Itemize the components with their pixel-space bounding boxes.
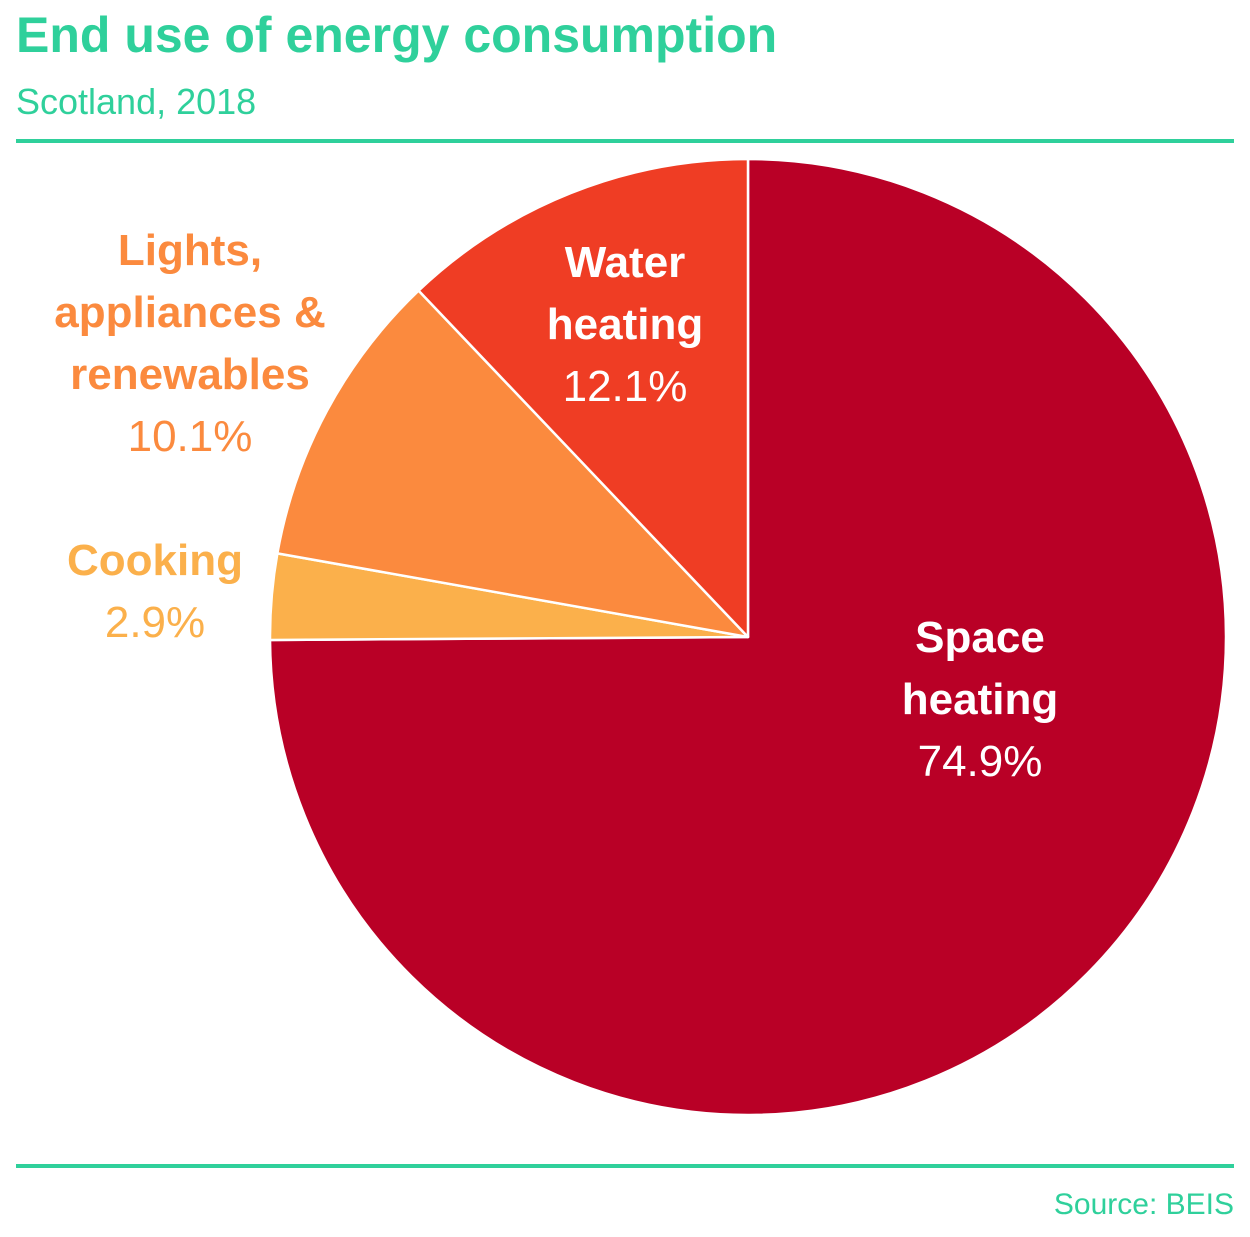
pie-slices — [268, 157, 1228, 1117]
slice-label-cooking: Cooking 2.9% — [67, 536, 243, 647]
slice-name-line: Water — [565, 238, 686, 287]
slice-value-label: 2.9% — [105, 598, 205, 647]
pie-slice-space-heating — [268, 157, 1228, 1117]
pie-labels: Space heating 74.9% Cooking 2.9% Lights, appli… — [54, 226, 1058, 786]
bottom-divider — [16, 1164, 1234, 1168]
source-note: Source: BEIS — [1053, 1188, 1234, 1221]
pie-slice-water-heating — [417, 157, 750, 639]
slice-value-label: 10.1% — [128, 412, 253, 461]
slice-label-water-heating: Water heating 12.1% — [547, 238, 703, 411]
slice-name-line: Space — [915, 613, 1045, 662]
slice-name-line: Lights, — [118, 226, 262, 275]
slice-name-line: heating — [902, 675, 1058, 724]
slice-value-label: 74.9% — [918, 737, 1043, 786]
slice-name-line: renewables — [70, 350, 310, 399]
slice-name-line: appliances & — [54, 288, 325, 337]
slice-name-line: Cooking — [67, 536, 243, 585]
slice-label-lights-appliances-renewables: Lights, appliances & renewables 10.1% — [54, 226, 325, 461]
top-divider — [16, 139, 1234, 143]
slice-name-line: heating — [547, 300, 703, 349]
slice-label-space-heating: Space heating 74.9% — [902, 613, 1058, 786]
chart-title: End use of energy consumption — [16, 7, 778, 63]
pie-slice-lights-appliances-renewables — [276, 289, 750, 639]
chart-subtitle: Scotland, 2018 — [16, 81, 257, 122]
slice-value-label: 12.1% — [563, 362, 688, 411]
